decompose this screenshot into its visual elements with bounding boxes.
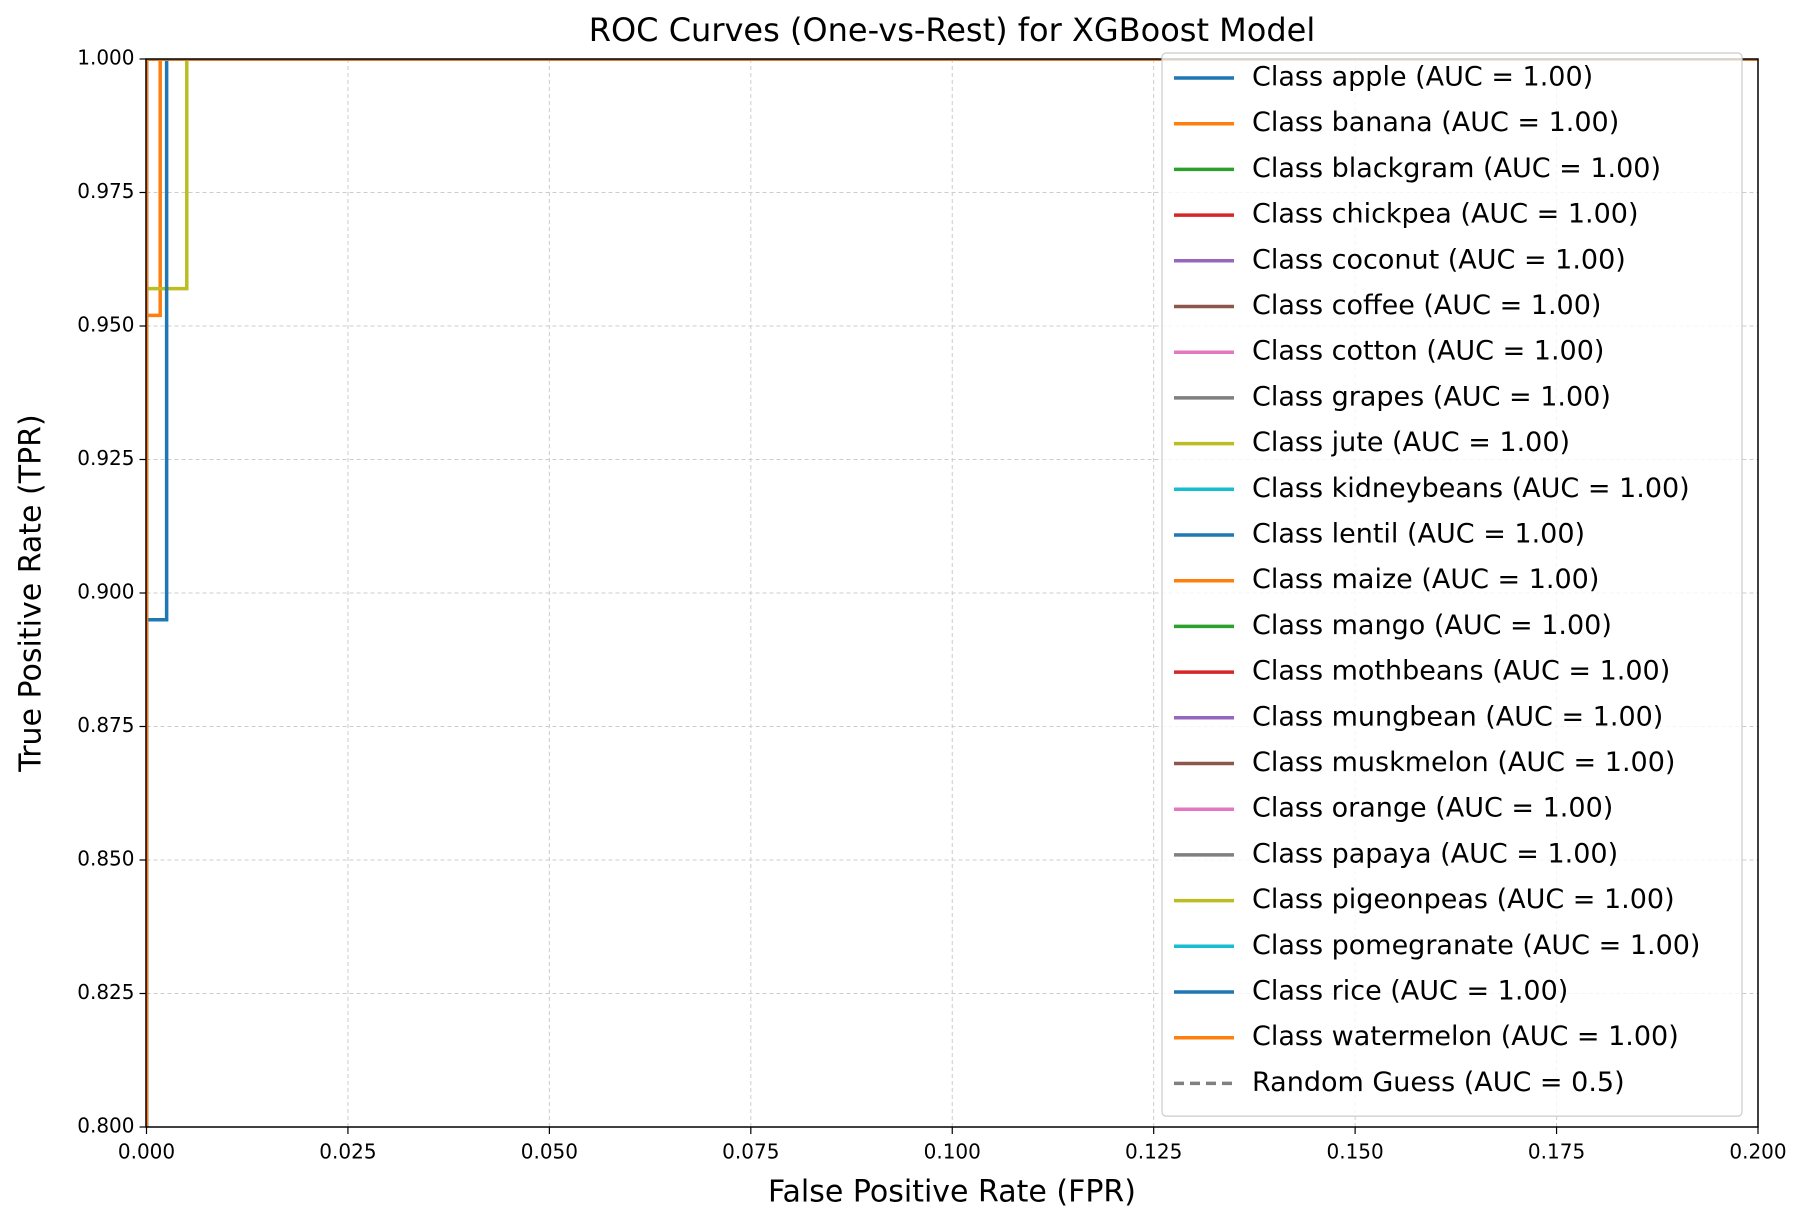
roc-curve <box>146 59 1758 1127</box>
legend-label: Class pomegranate (AUC = 1.00) <box>1252 930 1700 961</box>
roc-curve <box>146 59 1758 1127</box>
x-tick-label: 0.150 <box>1326 1140 1383 1164</box>
legend-label: Class mango (AUC = 1.00) <box>1252 610 1612 641</box>
legend-label: Class apple (AUC = 1.00) <box>1252 62 1593 93</box>
x-tick-label: 0.000 <box>118 1140 175 1164</box>
legend-label: Class coconut (AUC = 1.00) <box>1252 244 1626 275</box>
legend-label: Class watermelon (AUC = 1.00) <box>1252 1021 1679 1052</box>
legend-box <box>1161 52 1743 1117</box>
legend: Class apple (AUC = 1.00) Class banana (AU… <box>1161 52 1743 1117</box>
x-tick-label: 0.025 <box>319 1140 376 1164</box>
x-tick-label: 0.100 <box>924 1140 981 1164</box>
chart-title: ROC Curves (One-vs-Rest) for XGBoost Mod… <box>589 11 1316 49</box>
legend-label: Class muskmelon (AUC = 1.00) <box>1252 747 1675 778</box>
x-tick-label: 0.050 <box>521 1140 578 1164</box>
y-tick-label: 1.000 <box>77 46 134 70</box>
legend-label: Class papaya (AUC = 1.00) <box>1252 838 1618 869</box>
legend-label: Class chickpea (AUC = 1.00) <box>1252 199 1639 230</box>
legend-label: Class mothbeans (AUC = 1.00) <box>1252 656 1670 687</box>
legend-label: Class maize (AUC = 1.00) <box>1252 564 1599 595</box>
legend-label: Class mungbean (AUC = 1.00) <box>1252 701 1663 732</box>
y-axis-label: True Positive Rate (TPR) <box>14 414 49 772</box>
legend-label: Class banana (AUC = 1.00) <box>1252 107 1619 138</box>
y-tick-label: 0.925 <box>77 446 134 470</box>
legend-label: Class blackgram (AUC = 1.00) <box>1252 153 1661 184</box>
x-tick-label: 0.075 <box>722 1140 779 1164</box>
y-tick-label: 0.950 <box>77 313 134 337</box>
legend-label: Class rice (AUC = 1.00) <box>1252 976 1568 1007</box>
x-tick-label: 0.200 <box>1729 1140 1786 1164</box>
roc-curve <box>146 59 1758 1127</box>
legend-label: Class orange (AUC = 1.00) <box>1252 793 1613 824</box>
grid <box>146 58 1759 1128</box>
x-axis-label: False Positive Rate (FPR) <box>768 1175 1136 1210</box>
x-tick-label: 0.125 <box>1125 1140 1182 1164</box>
legend-label: Class lentil (AUC = 1.00) <box>1252 519 1585 550</box>
y-tick-label: 0.825 <box>77 980 134 1004</box>
legend-label: Class kidneybeans (AUC = 1.00) <box>1252 473 1690 504</box>
legend-label: Class cotton (AUC = 1.00) <box>1252 336 1604 367</box>
y-tick-label: 0.975 <box>77 179 134 203</box>
plot-lines <box>146 59 1758 1127</box>
y-tick-label: 0.800 <box>77 1114 134 1138</box>
y-tick-label: 0.875 <box>77 713 134 737</box>
ticks: 0.000 0.025 0.050 0.075 0.100 0.125 0.150 0.175… <box>77 46 1786 1164</box>
y-tick-label: 0.900 <box>77 580 134 604</box>
legend-label: Class grapes (AUC = 1.00) <box>1252 381 1611 412</box>
x-tick-label: 0.175 <box>1528 1140 1585 1164</box>
y-tick-label: 0.850 <box>77 847 134 871</box>
legend-label: Class jute (AUC = 1.00) <box>1252 427 1570 458</box>
legend-label: Random Guess (AUC = 0.5) <box>1252 1067 1625 1098</box>
legend-label: Class coffee (AUC = 1.00) <box>1252 290 1601 321</box>
legend-label: Class pigeonpeas (AUC = 1.00) <box>1252 884 1675 915</box>
